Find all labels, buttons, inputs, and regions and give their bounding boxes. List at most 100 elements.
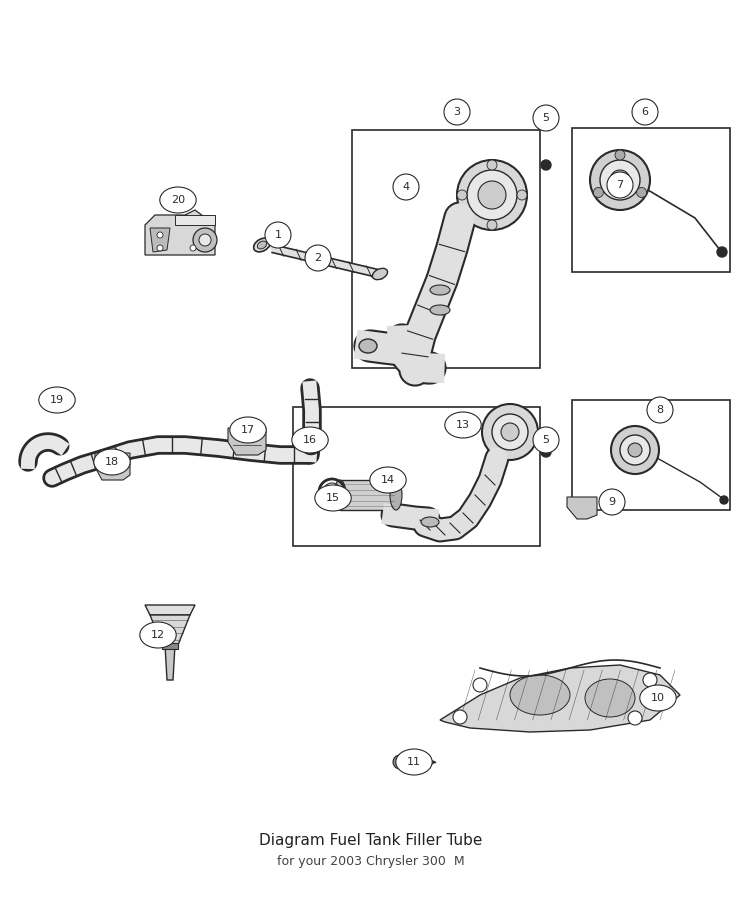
Polygon shape [165, 645, 175, 680]
Polygon shape [150, 228, 170, 252]
Ellipse shape [140, 622, 176, 648]
Circle shape [615, 150, 625, 160]
Ellipse shape [390, 480, 402, 510]
Circle shape [457, 190, 467, 200]
Polygon shape [95, 453, 130, 480]
Ellipse shape [315, 485, 351, 511]
Circle shape [607, 172, 633, 198]
Ellipse shape [292, 427, 328, 453]
Ellipse shape [230, 417, 266, 443]
Circle shape [393, 755, 407, 769]
Circle shape [594, 187, 603, 197]
Circle shape [517, 190, 527, 200]
Ellipse shape [396, 749, 432, 775]
Circle shape [541, 160, 551, 170]
Ellipse shape [334, 480, 346, 510]
Circle shape [487, 220, 497, 230]
Circle shape [265, 222, 291, 248]
Circle shape [457, 160, 527, 230]
Text: 13: 13 [456, 420, 470, 430]
Ellipse shape [39, 387, 75, 413]
Text: 5: 5 [542, 435, 550, 445]
Text: 15: 15 [326, 493, 340, 503]
Circle shape [190, 245, 196, 251]
Circle shape [620, 435, 650, 465]
Text: 18: 18 [105, 457, 119, 467]
Ellipse shape [257, 241, 267, 249]
Circle shape [157, 232, 163, 238]
Circle shape [632, 99, 658, 125]
Circle shape [467, 170, 517, 220]
Ellipse shape [510, 675, 570, 715]
Ellipse shape [253, 238, 270, 252]
Text: 19: 19 [50, 395, 64, 405]
Polygon shape [150, 615, 190, 645]
Polygon shape [440, 665, 680, 732]
Text: 9: 9 [608, 497, 616, 507]
Circle shape [482, 404, 538, 460]
Polygon shape [145, 210, 215, 255]
Bar [572, 400, 730, 510]
Text: 4: 4 [402, 182, 410, 192]
Circle shape [487, 160, 497, 170]
Text: 10: 10 [651, 693, 665, 703]
Ellipse shape [639, 685, 677, 711]
Text: for your 2003 Chrysler 300  M: for your 2003 Chrysler 300 M [276, 856, 465, 868]
Ellipse shape [370, 467, 406, 493]
Circle shape [720, 496, 728, 504]
Circle shape [647, 397, 673, 423]
Circle shape [637, 187, 647, 197]
Circle shape [533, 105, 559, 131]
Text: 12: 12 [151, 630, 165, 640]
Bar [572, 128, 730, 272]
Text: 11: 11 [407, 757, 421, 767]
Text: 7: 7 [617, 180, 624, 190]
Text: 17: 17 [241, 425, 255, 435]
Circle shape [501, 423, 519, 441]
Circle shape [610, 170, 630, 190]
Polygon shape [567, 497, 597, 519]
Polygon shape [340, 480, 396, 510]
Ellipse shape [160, 187, 196, 213]
Ellipse shape [359, 339, 377, 353]
Ellipse shape [430, 305, 450, 315]
Circle shape [541, 447, 551, 457]
Text: 16: 16 [303, 435, 317, 445]
Circle shape [717, 247, 727, 257]
Text: 5: 5 [542, 113, 550, 123]
Polygon shape [145, 605, 195, 615]
Text: 1: 1 [274, 230, 282, 240]
Text: 6: 6 [642, 107, 648, 117]
Circle shape [199, 234, 211, 246]
Polygon shape [228, 428, 266, 455]
Circle shape [590, 150, 650, 210]
Text: 20: 20 [171, 195, 185, 205]
Circle shape [478, 181, 506, 209]
Circle shape [533, 427, 559, 453]
Circle shape [492, 414, 528, 450]
Text: 3: 3 [453, 107, 460, 117]
Bar [293, 407, 540, 546]
Circle shape [628, 711, 642, 725]
Circle shape [473, 678, 487, 692]
Circle shape [305, 245, 331, 271]
Bar [352, 130, 540, 368]
Ellipse shape [430, 285, 450, 295]
Ellipse shape [585, 679, 635, 717]
Circle shape [453, 710, 467, 724]
Circle shape [611, 426, 659, 474]
Circle shape [444, 99, 470, 125]
Polygon shape [268, 244, 382, 278]
Circle shape [600, 160, 640, 200]
Ellipse shape [445, 412, 481, 438]
Circle shape [599, 489, 625, 515]
Circle shape [643, 673, 657, 687]
Ellipse shape [421, 517, 439, 527]
Text: 8: 8 [657, 405, 663, 415]
Circle shape [193, 228, 217, 252]
Circle shape [393, 174, 419, 200]
Polygon shape [175, 215, 215, 225]
Ellipse shape [373, 268, 388, 280]
Text: 14: 14 [381, 475, 395, 485]
Circle shape [628, 443, 642, 457]
